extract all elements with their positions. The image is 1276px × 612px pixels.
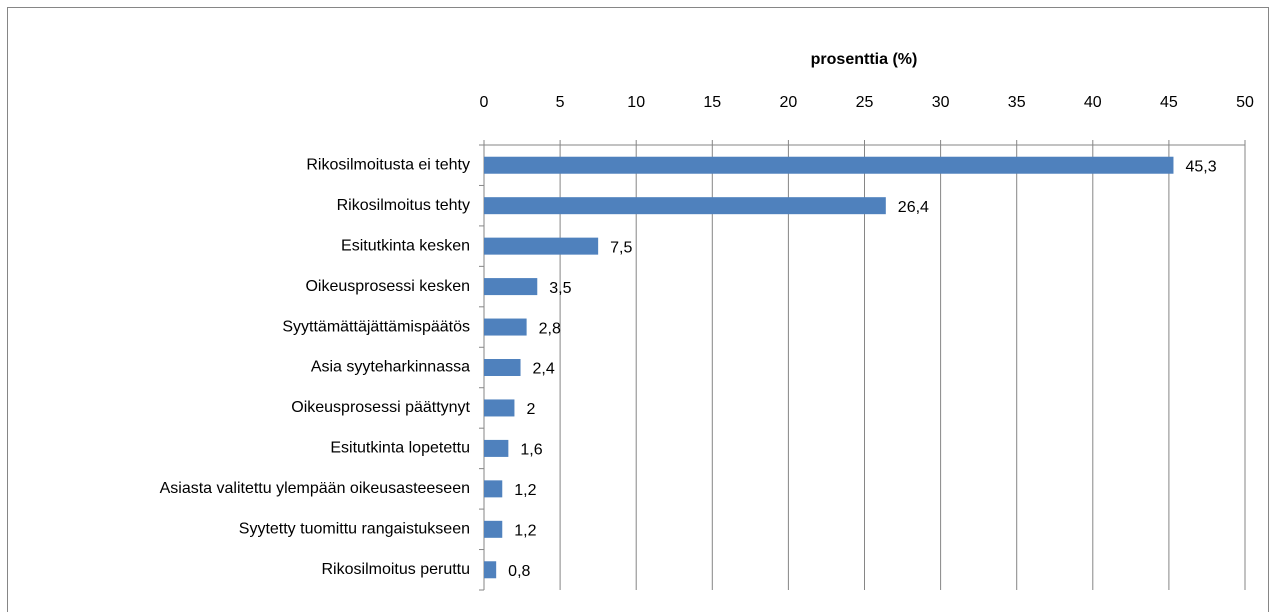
data-label: 2,4 — [533, 361, 555, 378]
y-tick-label: Syytetty tuomittu rangaistukseen — [239, 521, 470, 538]
data-label: 7,5 — [610, 239, 632, 256]
bar — [484, 278, 538, 296]
x-tick-label: 25 — [856, 94, 874, 111]
y-tick-label: Asiasta valitettu ylempään oikeusasteese… — [160, 480, 470, 497]
x-tick-label: 50 — [1236, 94, 1254, 111]
bar — [484, 480, 503, 498]
x-tick-label: 15 — [703, 94, 721, 111]
data-label: 26,4 — [898, 199, 929, 216]
data-label: 1,2 — [514, 482, 536, 499]
data-label: 2 — [526, 401, 535, 418]
y-tick-label: Syyttämättäjättämispäätös — [282, 318, 470, 335]
y-tick-label: Asia syyteharkinnassa — [311, 359, 470, 376]
bar — [484, 237, 599, 255]
y-tick-label: Rikosilmoitusta ei tehty — [306, 156, 470, 173]
data-label: 45,3 — [1185, 158, 1216, 175]
data-label: 2,8 — [539, 320, 561, 337]
y-tick-label: Rikosilmoitus peruttu — [322, 561, 471, 578]
bar — [484, 561, 497, 579]
data-label: 3,5 — [549, 280, 571, 297]
bar — [484, 399, 515, 417]
x-tick-label: 10 — [627, 94, 645, 111]
bar — [484, 520, 503, 538]
x-tick-label: 40 — [1084, 94, 1102, 111]
bar — [484, 439, 509, 457]
axis-title: prosenttia (%) — [811, 51, 918, 68]
x-tick-label: 0 — [480, 94, 489, 111]
x-tick-label: 45 — [1160, 94, 1178, 111]
bar — [484, 197, 886, 215]
x-tick-label: 5 — [556, 94, 565, 111]
data-label: 1,6 — [520, 442, 542, 459]
x-tick-label: 30 — [932, 94, 950, 111]
data-label: 0,8 — [508, 563, 530, 580]
y-tick-label: Esitutkinta lopetettu — [330, 440, 470, 457]
bar — [484, 318, 527, 336]
chart-border — [7, 7, 1269, 612]
y-tick-label: Oikeusprosessi kesken — [305, 278, 470, 295]
y-tick-label: Esitutkinta kesken — [341, 237, 470, 254]
data-label: 1,2 — [514, 523, 536, 540]
y-tick-label: Rikosilmoitus tehty — [337, 197, 470, 214]
bar — [484, 156, 1174, 174]
x-tick-label: 20 — [780, 94, 798, 111]
x-tick-label: 35 — [1008, 94, 1026, 111]
bar — [484, 359, 521, 376]
y-tick-label: Oikeusprosessi päättynyt — [291, 399, 470, 416]
